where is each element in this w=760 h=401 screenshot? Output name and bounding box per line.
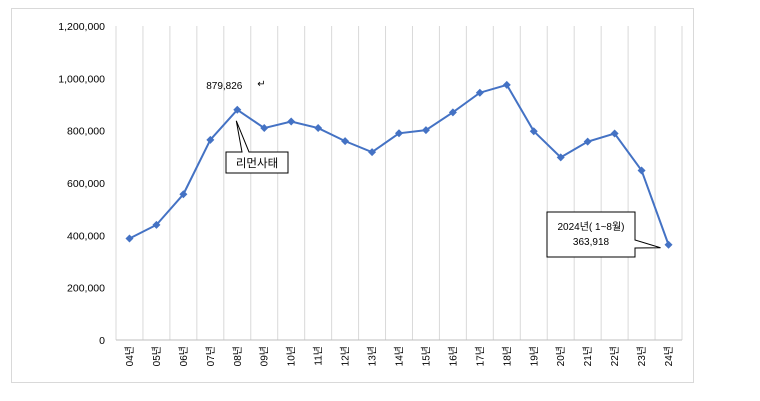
event-callout-text: 리먼사태 bbox=[236, 157, 278, 170]
event-callout: 리먼사태 bbox=[225, 120, 289, 174]
data-point-marker bbox=[314, 124, 323, 133]
data-point-marker bbox=[475, 88, 484, 97]
y-tick-label: 600,000 bbox=[67, 178, 105, 190]
y-tick-label: 800,000 bbox=[67, 126, 105, 138]
x-tick-label: 09년 bbox=[259, 346, 271, 366]
series-line bbox=[125, 80, 673, 249]
data-point-marker bbox=[368, 148, 377, 157]
data-point-marker bbox=[125, 234, 134, 243]
y-tick-label: 0 bbox=[99, 335, 105, 347]
x-tick-label: 08년 bbox=[232, 346, 244, 366]
data-point-marker bbox=[287, 117, 296, 126]
x-tick-label: 19년 bbox=[528, 346, 540, 366]
x-tick-label: 15년 bbox=[420, 346, 432, 366]
data-point-marker bbox=[502, 80, 511, 89]
x-axis: 04년 05년 06년 07년 08년 09년 10년 11년 12년 13년 14년 15년 16년 1… bbox=[116, 339, 682, 366]
data-point-marker bbox=[341, 137, 350, 146]
x-tick-label: 17년 bbox=[474, 346, 486, 366]
data-point-marker bbox=[583, 137, 592, 146]
return-mark: ↵ bbox=[257, 79, 265, 90]
x-tick-label: 06년 bbox=[178, 346, 190, 366]
x-tick-label: 21년 bbox=[582, 346, 594, 366]
x-tick-label: 12년 bbox=[340, 346, 352, 366]
data-point-marker bbox=[260, 124, 269, 133]
data-point-marker bbox=[664, 240, 673, 249]
x-tick-label: 23년 bbox=[636, 346, 648, 366]
data-point-marker bbox=[206, 135, 215, 144]
x-tick-label: 05년 bbox=[151, 346, 163, 366]
x-tick-label: 04년 bbox=[124, 346, 136, 366]
y-tick-label: 1,000,000 bbox=[58, 73, 105, 85]
data-point-marker bbox=[448, 108, 457, 117]
event-callout-box bbox=[225, 120, 289, 174]
x-tick-label: 13년 bbox=[367, 346, 379, 366]
data-point-marker bbox=[421, 126, 430, 135]
data-point-marker bbox=[179, 190, 188, 199]
x-tick-label: 24년 bbox=[663, 346, 675, 366]
x-tick-label: 18년 bbox=[501, 346, 513, 366]
data-point-marker bbox=[637, 166, 646, 175]
data-point-marker bbox=[556, 153, 565, 162]
x-tick-label: 22년 bbox=[609, 346, 621, 366]
last-value-callout: 2024년( 1~8월) 363,918 bbox=[546, 211, 661, 258]
peak-value-label: 879,826 bbox=[206, 81, 243, 92]
y-tick-label: 400,000 bbox=[67, 230, 105, 242]
x-tick-label: 11년 bbox=[313, 346, 325, 366]
x-tick-label: 16년 bbox=[447, 346, 459, 366]
gridlines bbox=[115, 26, 683, 340]
y-tick-label: 1,200,000 bbox=[58, 21, 105, 33]
data-point-marker bbox=[610, 129, 619, 138]
last-callout-box bbox=[546, 211, 661, 258]
last-callout-line2: 363,918 bbox=[573, 237, 610, 248]
x-tick-label: 07년 bbox=[205, 346, 217, 366]
data-point-marker bbox=[233, 105, 242, 114]
last-callout-line1: 2024년( 1~8월) bbox=[557, 221, 624, 233]
y-axis: 0 200,000 400,000 600,000 800,000 1,000,000 1,… bbox=[58, 21, 105, 347]
chart-frame: 0 200,000 400,000 600,000 800,000 1,000,000 1,… bbox=[11, 8, 694, 383]
x-tick-label: 20년 bbox=[555, 346, 567, 366]
data-point-marker bbox=[152, 220, 161, 229]
y-tick-label: 200,000 bbox=[67, 283, 105, 295]
data-point-marker bbox=[529, 127, 538, 136]
x-tick-label: 10년 bbox=[286, 346, 298, 366]
x-tick-label: 14년 bbox=[394, 346, 406, 366]
line-chart: 0 200,000 400,000 600,000 800,000 1,000,000 1,… bbox=[58, 21, 683, 366]
data-point-marker bbox=[395, 129, 403, 138]
